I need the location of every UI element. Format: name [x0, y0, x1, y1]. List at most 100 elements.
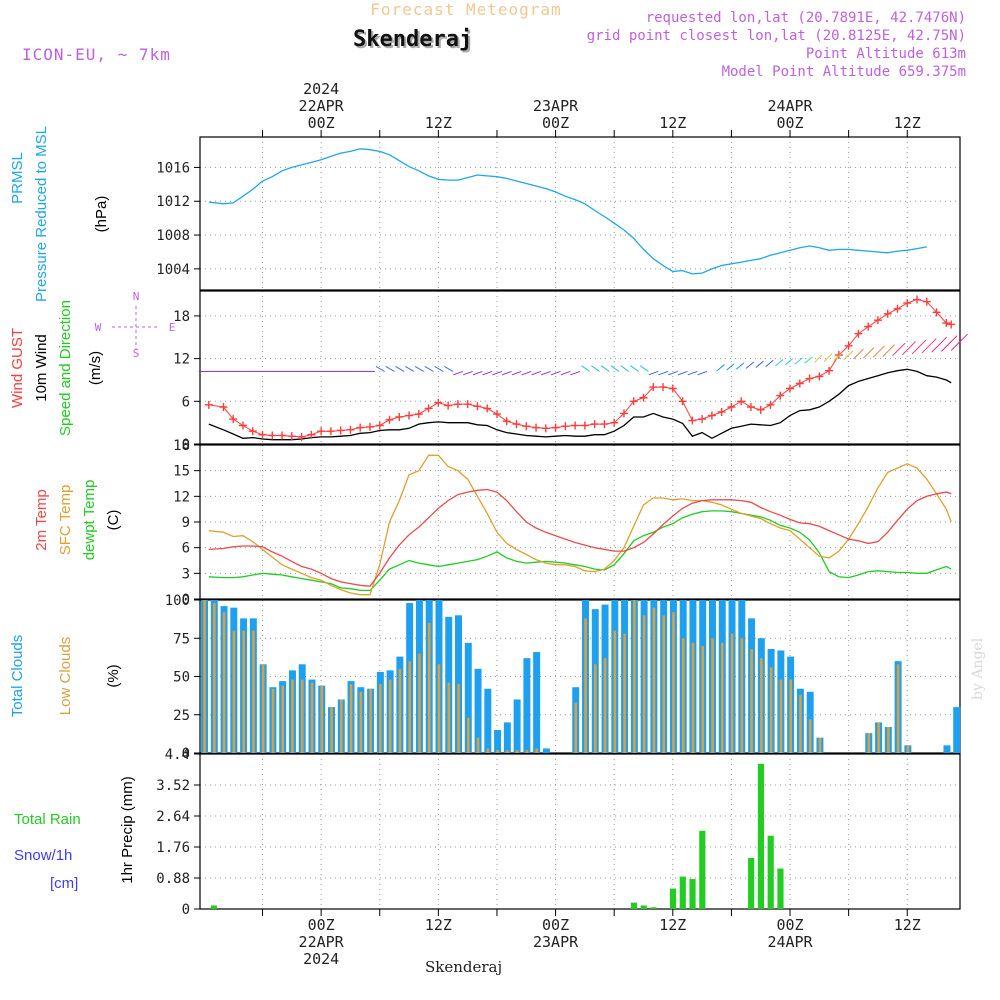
y-tick-label: 18 — [173, 309, 190, 325]
gust-marker — [317, 427, 326, 436]
gust-marker — [947, 320, 956, 329]
low-cloud-bar — [379, 684, 382, 753]
wind-direction-arrow — [630, 365, 639, 372]
point-altitude: Point Altitude 613m — [805, 46, 966, 62]
wind-direction-arrow — [862, 347, 875, 359]
y-tick-label: 0 — [182, 746, 190, 762]
low-clouds-label: Low Clouds — [57, 637, 74, 715]
gust-marker — [834, 351, 843, 360]
low-cloud-bar — [760, 658, 763, 753]
wind-direction-arrow — [639, 365, 649, 372]
panel-frame — [199, 599, 961, 754]
gust-marker — [248, 427, 257, 436]
wind-direction-arrow — [472, 370, 483, 376]
gust-marker — [453, 400, 462, 409]
low-cloud-bar — [691, 642, 695, 753]
low-cloud-bar — [408, 661, 412, 753]
y-tick-label: 3.52 — [156, 778, 190, 794]
y-tick-label: 1012 — [156, 194, 190, 210]
low-cloud-bar — [642, 615, 646, 753]
gust-marker — [492, 410, 501, 419]
y-tick-label: 9 — [182, 515, 190, 531]
gust-marker — [678, 397, 687, 406]
wind-direction-arrow — [950, 333, 968, 351]
rain-bar — [630, 902, 638, 909]
gust-marker — [864, 322, 873, 331]
gust-marker — [942, 319, 951, 328]
gust-marker — [932, 308, 941, 317]
gust-marker — [571, 421, 580, 430]
wind-direction-label: Speed and Direction — [57, 300, 74, 436]
low-cloud-bar — [779, 679, 783, 753]
gust-marker — [522, 422, 531, 431]
total-cloud-bar — [542, 748, 550, 753]
low-cloud-bar — [261, 664, 265, 753]
gust-marker — [873, 316, 882, 325]
low-cloud-bar — [213, 603, 216, 753]
time-label-bottom: 24APR — [767, 933, 813, 951]
gust-marker — [619, 409, 628, 418]
gust-marker — [776, 391, 785, 400]
y-tick-label: 4.4 — [165, 747, 190, 763]
gust-marker — [688, 416, 697, 425]
gust-marker — [610, 418, 619, 427]
gust-marker — [395, 412, 404, 421]
time-label-bottom: 00Z — [542, 916, 569, 934]
gust-marker — [307, 430, 316, 439]
wind-direction-arrow — [716, 364, 725, 372]
wind-speed-line — [208, 368, 952, 441]
precip-unit: 1hr Precip (mm) — [119, 776, 136, 884]
time-label-top: 24APR — [767, 97, 813, 115]
low-cloud-bar — [720, 642, 724, 753]
y-tick-label: 12 — [173, 352, 190, 368]
wind-direction-arrow — [482, 370, 493, 376]
y-tick-label: 12 — [173, 489, 190, 505]
pressure-label-2: Pressure Reduced to MSL — [33, 126, 50, 302]
gust-marker — [854, 329, 863, 338]
gust-marker — [600, 420, 609, 429]
wind-direction-arrow — [570, 370, 581, 376]
gust-marker — [590, 420, 599, 429]
gust-marker — [385, 415, 394, 424]
low-cloud-bar — [476, 737, 480, 753]
low-cloud-bar — [808, 719, 812, 753]
gust-marker — [287, 432, 296, 441]
low-cloud-bar — [593, 664, 597, 753]
wind-direction-arrow — [745, 361, 755, 369]
y-tick-label: 15 — [173, 464, 190, 480]
wind-direction-arrow — [444, 365, 454, 372]
wind-direction-arrow — [921, 338, 937, 354]
low-cloud-bar — [203, 600, 206, 753]
wind-direction-arrow — [775, 359, 784, 367]
y-tick-label: 0 — [182, 902, 190, 918]
gust-marker — [424, 404, 433, 413]
wind-direction-arrow — [784, 358, 794, 366]
y-tick-label: 50 — [173, 670, 190, 686]
y-tick-label: 100 — [165, 593, 190, 609]
rain-bar — [748, 857, 755, 909]
y-tick-label: 1004 — [156, 262, 190, 278]
temp-unit: (C) — [105, 510, 122, 531]
gust-marker — [659, 383, 668, 392]
low-cloud-bar — [603, 658, 607, 753]
rain-bar — [640, 905, 647, 909]
y-tick-label: 6 — [182, 394, 190, 410]
sfctemp-label: SFC Temp — [57, 485, 74, 556]
total-cloud-bar — [464, 642, 472, 753]
low-cloud-bar — [300, 679, 304, 753]
gust-marker — [805, 374, 814, 383]
wind-direction-arrow — [492, 370, 503, 376]
wind-direction-arrow — [814, 354, 823, 363]
wind-direction-arrow — [591, 365, 600, 372]
gust-marker — [326, 427, 335, 436]
gust-marker — [766, 400, 775, 409]
gust-marker — [707, 411, 716, 420]
y-tick-label: 6 — [182, 541, 190, 557]
gust-marker — [815, 372, 824, 381]
wind-direction-arrow — [453, 370, 463, 376]
time-label-bottom: 23APR — [533, 933, 579, 951]
wind-direction-arrow — [560, 370, 571, 376]
temp2m-label: 2m Temp — [33, 489, 50, 550]
wind-direction-arrow — [697, 370, 708, 376]
wind-direction-arrow — [872, 345, 885, 358]
